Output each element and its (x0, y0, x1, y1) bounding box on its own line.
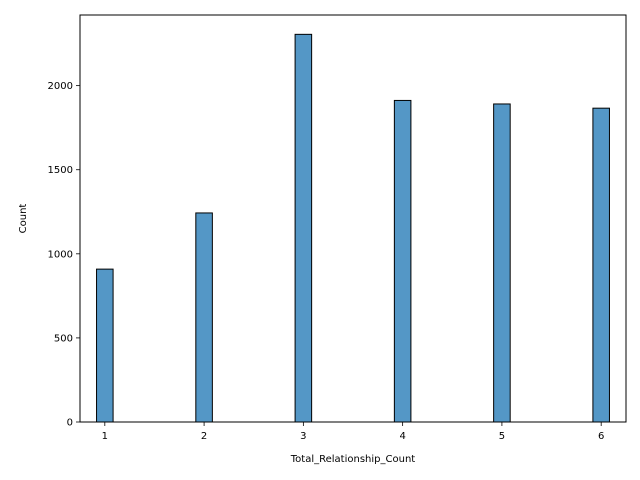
axes-frame (79, 14, 627, 423)
y-tick-label-1000: 1000 (48, 249, 73, 260)
bar-1 (96, 268, 114, 423)
y-axis-ticks: 0 500 1000 1500 2000 (48, 81, 80, 429)
y-tick-label-500: 500 (54, 333, 73, 344)
y-tick-label-0: 0 (67, 418, 73, 429)
x-tick-label-4: 4 (399, 431, 405, 442)
x-tick-label-1: 1 (102, 431, 108, 442)
x-tick-label-3: 3 (300, 431, 306, 442)
bars-group (96, 33, 610, 423)
x-tick-label-6: 6 (598, 431, 604, 442)
bar-3 (294, 33, 313, 423)
x-axis-ticks: 1 2 3 4 5 6 (102, 422, 604, 442)
y-tick-label-2000: 2000 (48, 81, 73, 92)
bar-4 (393, 99, 412, 423)
bar-6 (592, 107, 610, 423)
y-tick-label-1500: 1500 (48, 165, 73, 176)
x-tick-label-2: 2 (201, 431, 207, 442)
bar-2 (195, 212, 213, 423)
x-tick-label-5: 5 (499, 431, 505, 442)
x-axis-label: Total_Relationship_Count (290, 454, 416, 465)
y-axis-label: Count (18, 204, 29, 234)
bar-5 (493, 103, 511, 423)
